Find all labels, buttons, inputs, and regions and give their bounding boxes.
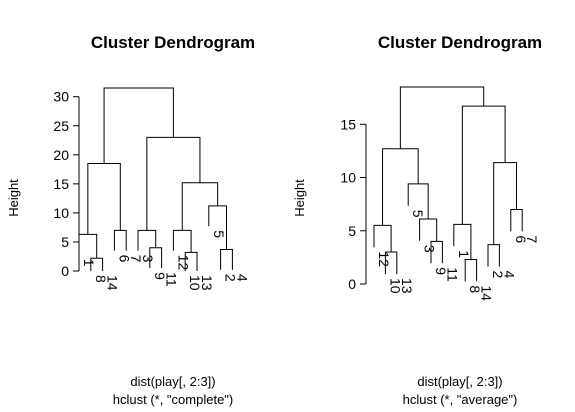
- leaf-label: 6: [513, 235, 529, 243]
- dendrogram-branches: [373, 86, 523, 282]
- leaf-label: 12: [175, 255, 191, 271]
- y-tick-label: 15: [53, 176, 69, 192]
- leaf-label: 1: [81, 259, 97, 267]
- merge-branch: [399, 86, 485, 149]
- merge-branch: [373, 224, 392, 253]
- leaf-label: 14: [479, 285, 495, 301]
- merge-branch: [146, 136, 201, 231]
- y-tick-label: 25: [53, 118, 69, 134]
- x-axis-label-dist: dist(play[, 2:3]): [130, 374, 215, 389]
- merge-branch: [464, 259, 478, 282]
- y-tick-label: 15: [340, 116, 356, 132]
- leaf-label: 10: [187, 275, 203, 291]
- merge-branch: [181, 182, 219, 231]
- leaf-label: 8: [93, 275, 109, 283]
- dendrogram-branches: [78, 87, 233, 271]
- merge-branch: [113, 229, 127, 251]
- merge-branch: [208, 205, 227, 250]
- merge-branch: [78, 233, 98, 259]
- leaf-label: 9: [433, 267, 449, 275]
- leaf-label: 11: [444, 267, 460, 282]
- leaf-label: 13: [399, 278, 415, 294]
- merge-branch: [407, 183, 429, 220]
- merge-branch: [510, 208, 523, 232]
- dendrogram-panel-complete: Cluster Dendrogram Height dist(play[, 2:…: [6, 33, 255, 407]
- leaf-label: 13: [199, 275, 215, 291]
- y-tick-label: 30: [53, 89, 69, 105]
- y-axis: 0 5 10 15: [340, 116, 367, 292]
- leaf-label: 10: [387, 278, 403, 294]
- chart-title: Cluster Dendrogram: [378, 33, 542, 52]
- y-axis-label: Height: [292, 179, 307, 217]
- leaf-label: 4: [234, 274, 250, 282]
- y-tick-label: 10: [340, 170, 356, 186]
- leaf-label: 11: [164, 272, 180, 287]
- y-tick-label: 0: [61, 263, 69, 279]
- leaf-label: 2: [223, 274, 239, 282]
- merge-branch: [184, 251, 198, 271]
- leaf-label: 7: [524, 235, 540, 243]
- leaf-label: 3: [140, 255, 156, 263]
- merge-branch: [87, 163, 121, 235]
- leaf-label: 4: [501, 270, 517, 278]
- leaf-label: 14: [105, 275, 121, 291]
- leaf-label: 7: [128, 255, 144, 263]
- y-tick-label: 0: [348, 276, 356, 292]
- merge-branch: [149, 247, 163, 269]
- leaf-label: 2: [490, 270, 506, 278]
- leaf-label: 8: [467, 285, 483, 293]
- leaf-label: 5: [211, 230, 227, 238]
- leaf-label: 5: [410, 210, 426, 218]
- y-axis-label: Height: [6, 179, 21, 217]
- y-tick-label: 5: [348, 223, 356, 239]
- merge-branch: [493, 162, 517, 245]
- merge-branch: [487, 244, 500, 267]
- merge-branch: [220, 249, 233, 270]
- merge-branch: [461, 105, 506, 225]
- merge-branch: [172, 229, 192, 253]
- y-axis: 0 5 10 15 20 25 30: [53, 89, 80, 279]
- leaf-label: 9: [152, 272, 168, 280]
- y-tick-label: 10: [53, 205, 69, 221]
- y-tick-label: 20: [53, 147, 69, 163]
- leaf-label: 6: [116, 255, 132, 263]
- leaf-label: 12: [376, 251, 392, 267]
- leaf-label: 1: [456, 250, 472, 258]
- x-axis-label-method: hclust (*, "average"): [403, 392, 518, 407]
- x-axis-label-method: hclust (*, "complete"): [113, 392, 234, 407]
- y-tick-label: 5: [61, 234, 69, 250]
- dendrogram-panel-average: Cluster Dendrogram Height dist(play[, 2:…: [292, 33, 542, 407]
- merge-branch: [103, 87, 174, 164]
- chart-title: Cluster Dendrogram: [91, 33, 255, 52]
- merge-branch: [453, 223, 472, 260]
- x-axis-label-dist: dist(play[, 2:3]): [417, 374, 502, 389]
- leaf-label: 3: [422, 245, 438, 253]
- merge-branch: [419, 218, 438, 242]
